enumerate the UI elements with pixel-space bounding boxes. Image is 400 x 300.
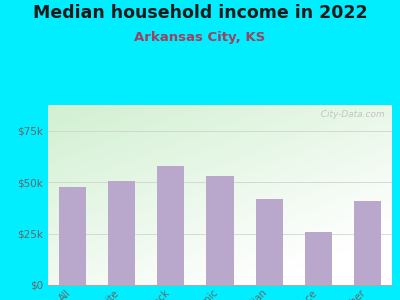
Bar — [354, 201, 381, 285]
Bar — [59, 187, 86, 285]
Bar — [305, 232, 332, 285]
Bar — [206, 176, 234, 285]
Text: Median household income in 2022: Median household income in 2022 — [33, 4, 367, 22]
Text: Arkansas City, KS: Arkansas City, KS — [134, 32, 266, 44]
Bar — [157, 166, 184, 285]
Text: City-Data.com: City-Data.com — [315, 110, 385, 119]
Bar — [108, 181, 135, 285]
Bar — [256, 199, 283, 285]
